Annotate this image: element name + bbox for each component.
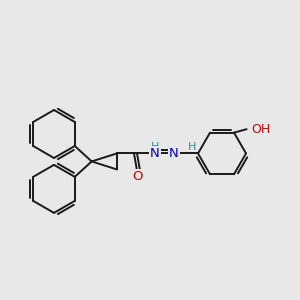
Text: O: O [132, 170, 143, 184]
Text: N: N [150, 147, 159, 160]
Text: H: H [188, 142, 196, 152]
Text: N: N [169, 147, 179, 160]
Text: H: H [150, 142, 159, 152]
Text: OH: OH [251, 123, 270, 136]
